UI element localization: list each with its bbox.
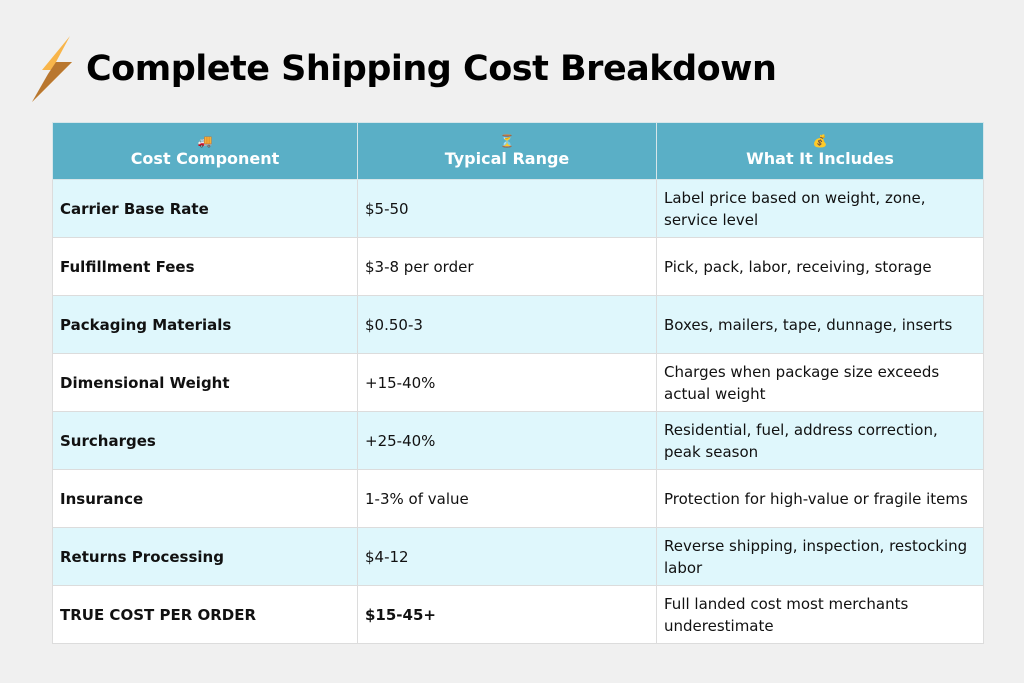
table-row: Carrier Base Rate $5-50 Label price based …	[52, 179, 984, 238]
table-row: Returns Processing $4-12 Reverse shipping,…	[52, 527, 984, 586]
page-header: Complete Shipping Cost Breakdown	[28, 34, 777, 104]
cell-cost-component: Dimensional Weight	[52, 353, 358, 412]
cell-typical-range: 1-3% of value	[357, 469, 657, 528]
hourglass-icon: ⏳	[499, 133, 515, 148]
table-row: Surcharges +25-40% Residential, fuel, addr…	[52, 411, 984, 470]
cell-typical-range: $5-50	[357, 179, 657, 238]
cell-typical-range: $4-12	[357, 527, 657, 586]
cell-typical-range: $0.50-3	[357, 295, 657, 354]
column-label: Cost Component	[130, 148, 280, 168]
table-row: Packaging Materials $0.50-3 Boxes, mailers…	[52, 295, 984, 354]
cell-typical-range: +15-40%	[357, 353, 657, 412]
cell-cost-component: Returns Processing	[52, 527, 358, 586]
cell-cost-component: Surcharges	[52, 411, 358, 470]
truck-icon: 🚚	[197, 133, 213, 148]
cell-cost-component: Insurance	[52, 469, 358, 528]
cell-what-it-includes: Boxes, mailers, tape, dunnage, inserts	[656, 295, 984, 354]
cell-cost-component: Packaging Materials	[52, 295, 358, 354]
table-row: Dimensional Weight +15-40% Charges when pa…	[52, 353, 984, 412]
money-bag-icon: 💰	[812, 133, 828, 148]
column-label: Typical Range	[444, 148, 570, 168]
column-header-typical-range: ⏳ Typical Range	[357, 122, 657, 180]
cell-cost-component: Fulfillment Fees	[52, 237, 358, 296]
column-header-what-it-includes: 💰 What It Includes	[656, 122, 984, 180]
cell-what-it-includes: Charges when package size exceeds actual…	[656, 353, 984, 412]
table-header-row: 🚚 Cost Component ⏳ Typical Range 💰 What It …	[52, 122, 984, 180]
cell-cost-component: Carrier Base Rate	[52, 179, 358, 238]
column-label: What It Includes	[746, 148, 894, 168]
cell-typical-range: $15-45+	[357, 585, 657, 644]
page-title: Complete Shipping Cost Breakdown	[86, 49, 777, 89]
cell-typical-range: +25-40%	[357, 411, 657, 470]
cell-typical-range: $3-8 per order	[357, 237, 657, 296]
cell-what-it-includes: Reverse shipping, inspection, restocking…	[656, 527, 984, 586]
table-row: TRUE COST PER ORDER $15-45+ Full landed co…	[52, 585, 984, 644]
cell-what-it-includes: Pick, pack, labor, receiving, storage	[656, 237, 984, 296]
table-row: Fulfillment Fees $3-8 per order Pick, pack…	[52, 237, 984, 296]
cell-what-it-includes: Full landed cost most merchants underest…	[656, 585, 984, 644]
shipping-cost-table: 🚚 Cost Component ⏳ Typical Range 💰 What It …	[52, 122, 984, 644]
cell-what-it-includes: Protection for high-value or fragile ite…	[656, 469, 984, 528]
lightning-bolt-icon	[32, 36, 72, 102]
cell-what-it-includes: Label price based on weight, zone, servi…	[656, 179, 984, 238]
cell-cost-component: TRUE COST PER ORDER	[52, 585, 358, 644]
cell-what-it-includes: Residential, fuel, address correction, p…	[656, 411, 984, 470]
column-header-cost-component: 🚚 Cost Component	[52, 122, 358, 180]
table-row: Insurance 1-3% of value Protection for hig…	[52, 469, 984, 528]
